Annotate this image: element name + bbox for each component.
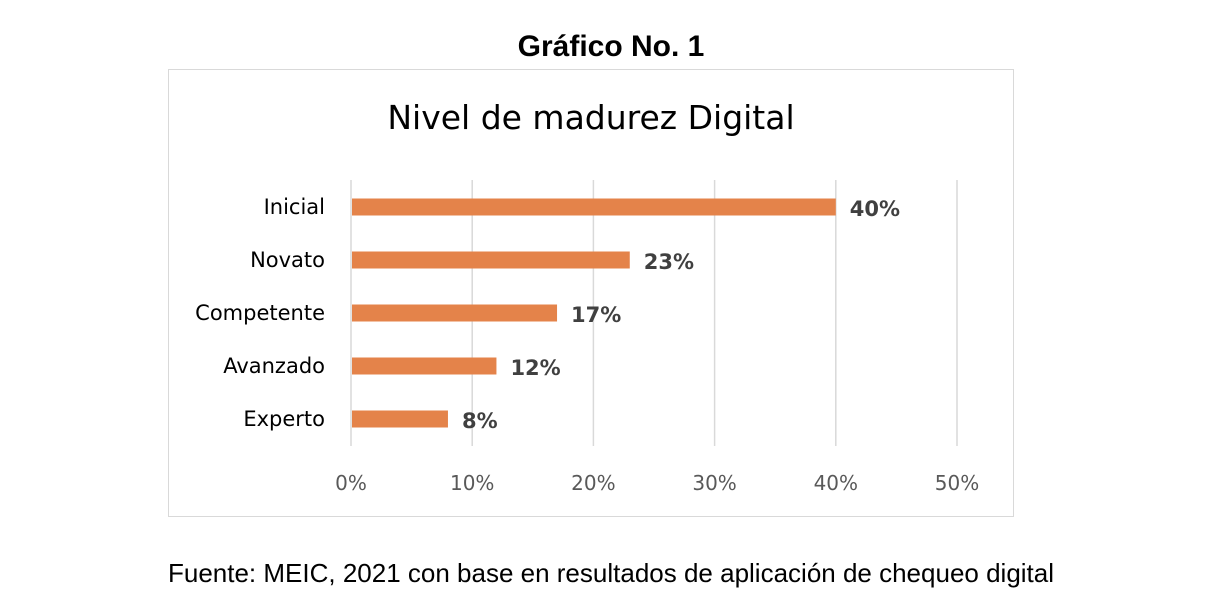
x-tick-labels: 0% 10% 20% 30% 40% 50% — [335, 471, 979, 495]
x-tick-label: 0% — [335, 471, 367, 495]
category-label: Experto — [243, 407, 325, 431]
category-label: Inicial — [264, 195, 325, 219]
bar — [352, 304, 558, 322]
bar — [352, 198, 836, 216]
data-label: 23% — [644, 250, 694, 274]
category-label: Competente — [195, 301, 325, 325]
category-labels: Inicial Novato Competente Avanzado Experto — [195, 195, 325, 431]
chart-title: Nivel de madurez Digital — [387, 98, 795, 137]
bar — [352, 251, 630, 269]
chart-frame — [168, 69, 1014, 517]
figure-title: Gráfico No. 1 — [517, 30, 705, 63]
x-tick-label: 20% — [571, 471, 615, 495]
x-tick-label: 50% — [935, 471, 979, 495]
data-labels: 40% 23% 17% 12% 8% — [462, 197, 900, 433]
bar — [352, 357, 497, 375]
category-label: Novato — [250, 248, 325, 272]
data-label: 40% — [850, 197, 900, 221]
bar — [352, 410, 448, 428]
bars — [352, 198, 836, 428]
source-note: Fuente: MEIC, 2021 con base en resultado… — [167, 558, 1055, 588]
x-tick-label: 10% — [450, 471, 494, 495]
x-tick-label: 30% — [692, 471, 736, 495]
category-label: Avanzado — [223, 354, 325, 378]
data-label: 8% — [462, 409, 498, 433]
x-tick-label: 40% — [814, 471, 858, 495]
data-label: 17% — [571, 303, 621, 327]
data-label: 12% — [510, 356, 560, 380]
